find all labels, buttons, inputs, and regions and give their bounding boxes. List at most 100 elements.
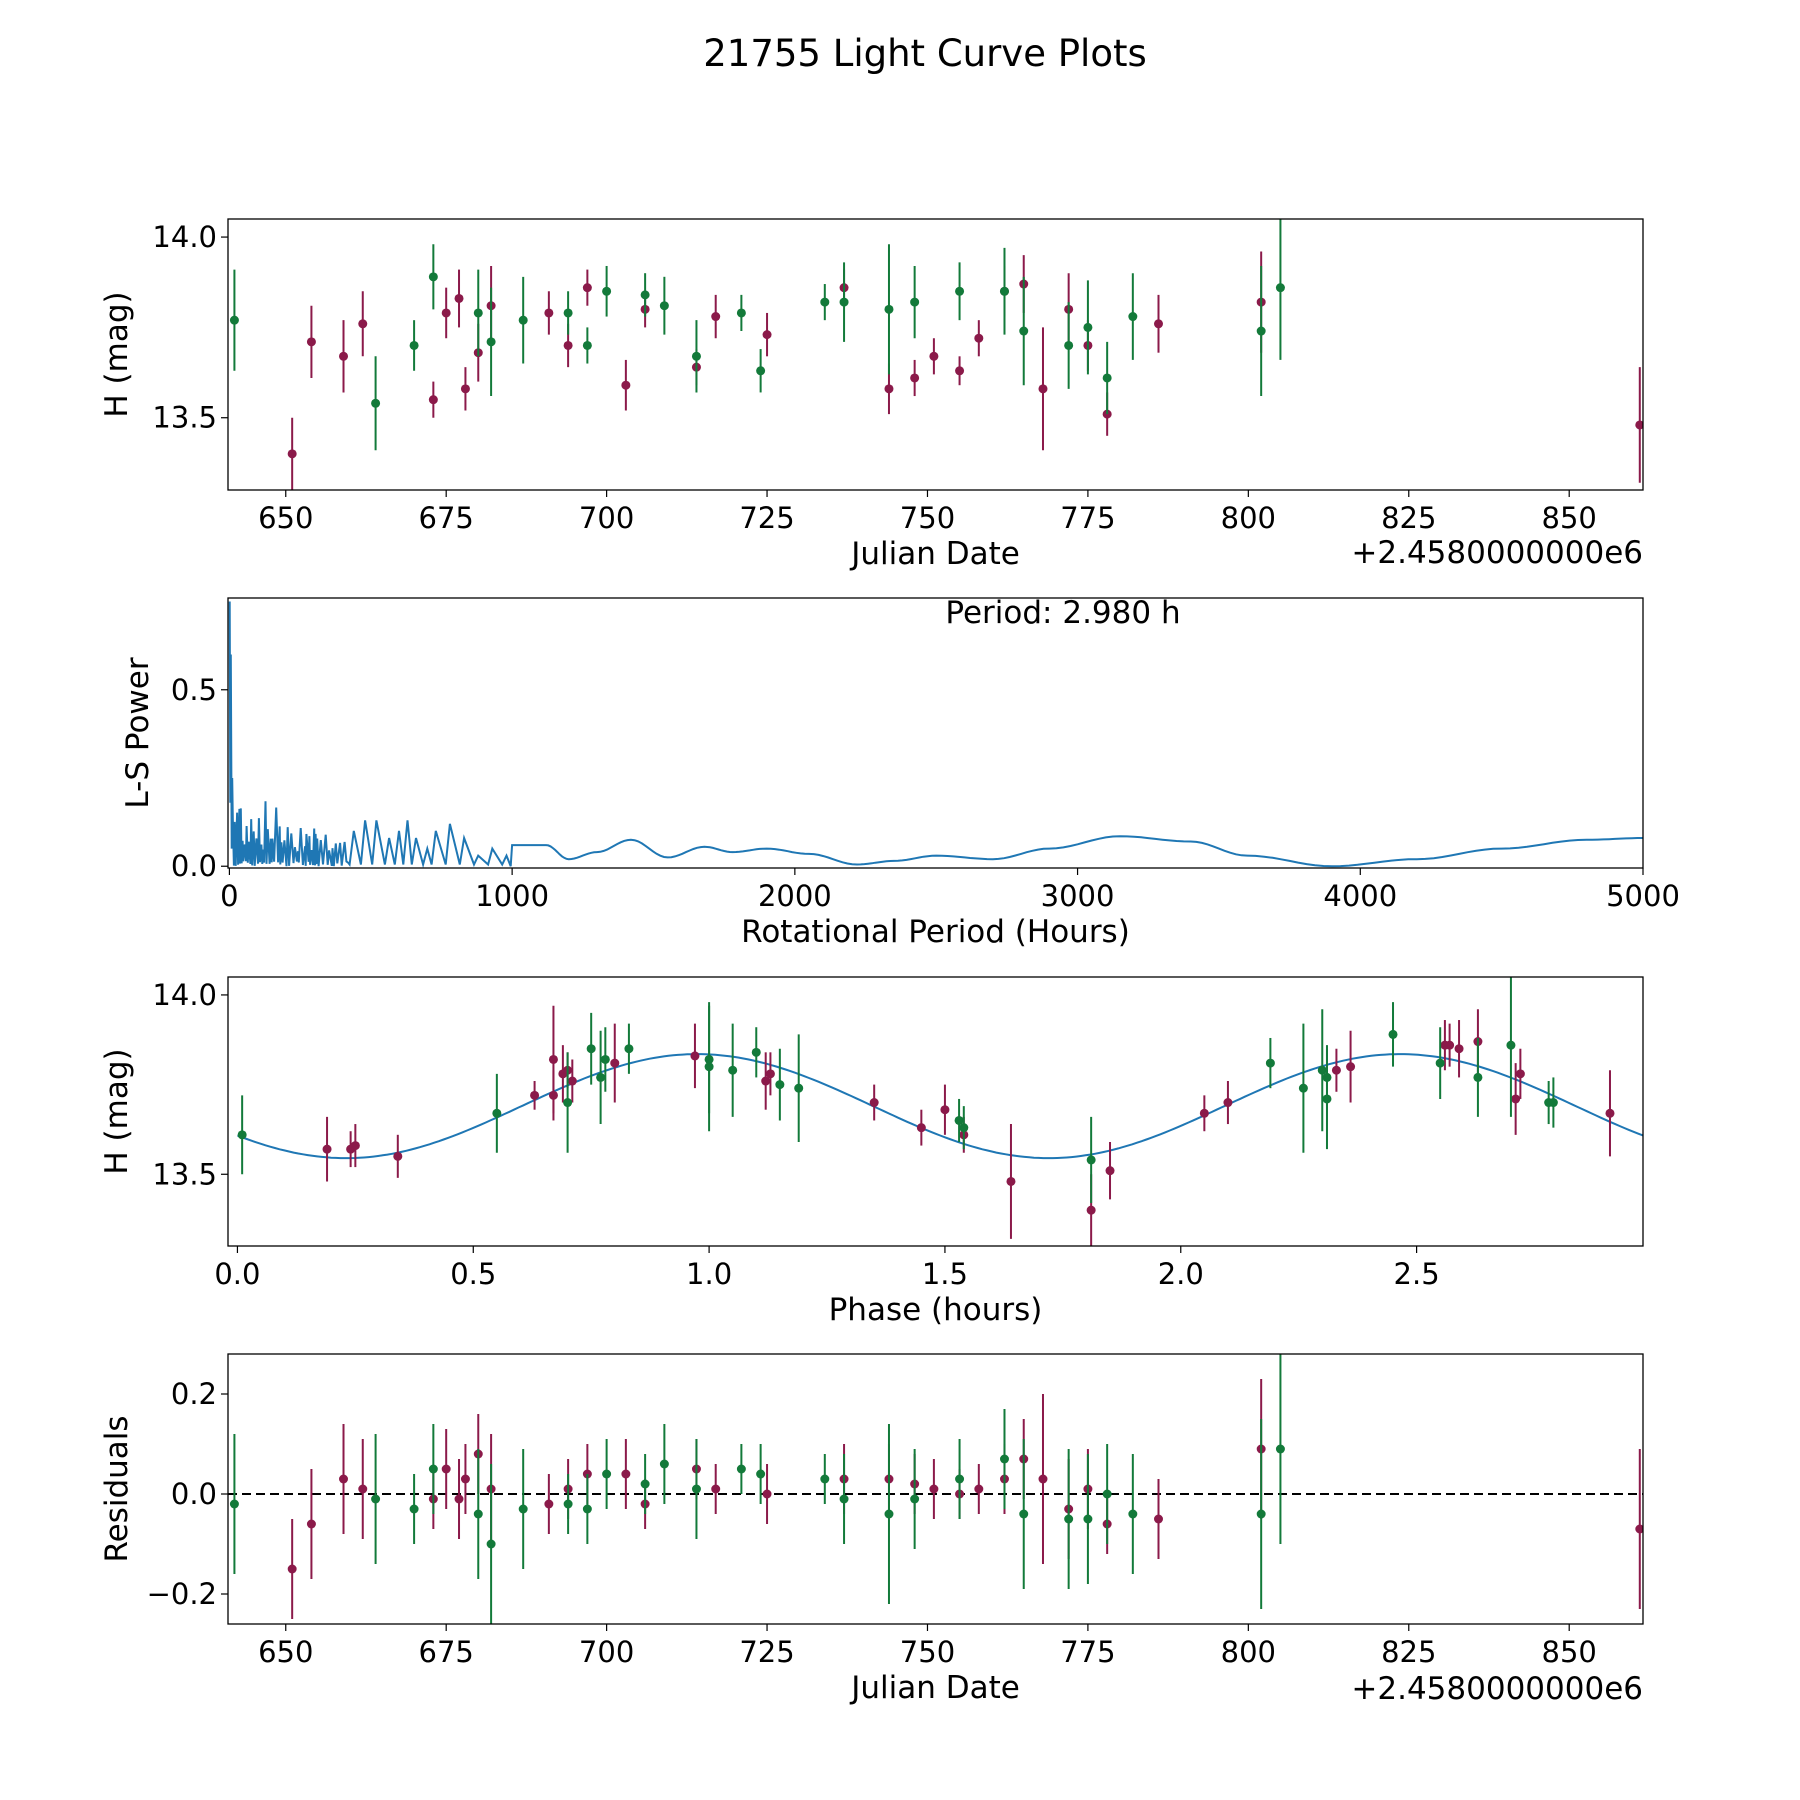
lightcurve-point-r — [563, 340, 573, 350]
lightcurve-point-g — [756, 366, 766, 376]
phased-point-r — [1454, 1044, 1464, 1054]
residuals-point-r — [454, 1494, 464, 1504]
residuals-ylabel: Residuals — [99, 1415, 135, 1562]
lightcurve-point-g — [486, 337, 496, 347]
phased-point-g — [1506, 1040, 1516, 1050]
phased-point-r — [322, 1144, 332, 1154]
lightcurve-point-g — [409, 340, 419, 350]
residuals-plot-area — [228, 1354, 1643, 1624]
lightcurve-point-g — [1064, 340, 1074, 350]
residuals-axes: 650 675 700 725 750 775 800 825 850 −0.2 0.0 0.2 Jul… — [99, 1353, 1644, 1706]
lightcurve-xtick-label: 700 — [579, 501, 634, 535]
residuals-point-r — [306, 1519, 316, 1529]
residuals-xtick-label: 775 — [1060, 1635, 1115, 1669]
residuals-point-g — [999, 1454, 1009, 1464]
lightcurve-point-r — [460, 384, 470, 394]
lightcurve-point-r — [582, 283, 592, 293]
residuals-point-g — [640, 1479, 650, 1489]
lightcurve-point-r — [1153, 319, 1163, 329]
phased-point-g — [586, 1044, 596, 1054]
lightcurve-xtick-label: 650 — [258, 501, 313, 535]
lightcurve-point-r — [287, 449, 297, 459]
residuals-xtick-label: 750 — [900, 1635, 955, 1669]
residuals-point-g — [371, 1494, 381, 1504]
lightcurve-ytick-label: 13.5 — [152, 401, 217, 435]
phased-point-g — [794, 1083, 804, 1093]
residuals-xtick-label: 800 — [1221, 1635, 1276, 1669]
periodogram-xtick-label: 2000 — [758, 879, 832, 913]
lightcurve-point-g — [910, 297, 920, 307]
lightcurve-point-g — [659, 301, 669, 311]
phased-xtick-label: 1.0 — [686, 1257, 732, 1291]
residuals-point-g — [884, 1509, 894, 1519]
lightcurve-point-g — [473, 308, 483, 318]
residuals-xtick-label: 650 — [258, 1635, 313, 1669]
phased-point-g — [704, 1062, 714, 1072]
phased-point-r — [690, 1051, 700, 1061]
lightcurve-point-r — [544, 308, 554, 318]
lightcurve-point-r — [454, 293, 464, 303]
residuals-point-r — [974, 1484, 984, 1494]
residuals-point-r — [544, 1499, 554, 1509]
phased-point-r — [393, 1151, 403, 1161]
lightcurve-point-g — [691, 351, 701, 361]
lightcurve-point-g — [839, 297, 849, 307]
phased-point-g — [624, 1044, 634, 1054]
phased-point-g — [563, 1098, 573, 1108]
residuals-ytick-label: 0.0 — [171, 1477, 217, 1511]
phased-ytick-label: 14.0 — [152, 978, 217, 1012]
phased-point-r — [1105, 1166, 1115, 1176]
residuals-point-g — [659, 1459, 669, 1469]
phased-point-g — [1548, 1098, 1558, 1108]
residuals-frame — [227, 1353, 1644, 1625]
phased-point-g — [1322, 1072, 1332, 1082]
phased-point-r — [1511, 1094, 1521, 1104]
residuals-xtick-label: 850 — [1542, 1635, 1597, 1669]
phased-point-g — [954, 1115, 964, 1125]
phased-point-g — [492, 1108, 502, 1118]
lightcurve-point-r — [1635, 420, 1643, 430]
lightcurve-ytick-label: 14.0 — [152, 220, 217, 254]
lightcurve-point-g — [229, 315, 239, 325]
residuals-point-g — [910, 1494, 920, 1504]
phased-xtick-label: 2.5 — [1394, 1257, 1440, 1291]
phased-point-r — [869, 1098, 879, 1108]
phased-point-r — [1445, 1040, 1455, 1050]
lightcurve-point-g — [999, 286, 1009, 296]
residuals-point-g — [736, 1464, 746, 1474]
periodogram-xtick-label: 5000 — [1606, 879, 1680, 913]
lightcurve-point-g — [428, 272, 438, 282]
residuals-offset-text: +2.4580000000e6 — [1351, 1671, 1643, 1707]
residuals-point-g — [563, 1499, 573, 1509]
residuals-point-g — [518, 1504, 528, 1514]
lightcurve-point-g — [884, 304, 894, 314]
phased-point-g — [1435, 1058, 1445, 1068]
phased-point-r — [350, 1141, 360, 1151]
residuals-point-r — [762, 1489, 772, 1499]
phased-point-r — [610, 1058, 620, 1068]
residuals-point-g — [955, 1474, 965, 1484]
lightcurve-point-g — [640, 290, 650, 300]
residuals-point-g — [582, 1504, 592, 1514]
lightcurve-point-r — [428, 395, 438, 405]
periodogram-xtick-label: 1000 — [475, 879, 549, 913]
lightcurve-plot-area — [229, 219, 1643, 490]
lightcurve-point-r — [306, 337, 316, 347]
periodogram-axes: 0 1000 2000 3000 4000 5000 0.0 0.5 Rotational Pe… — [120, 597, 1680, 950]
lightcurve-xlabel: Julian Date — [849, 536, 1020, 572]
lightcurve-xtick-label: 775 — [1060, 501, 1115, 535]
residuals-point-r — [287, 1564, 297, 1574]
lightcurve-point-g — [602, 286, 612, 296]
phased-point-g — [751, 1047, 761, 1057]
phased-frame — [227, 976, 1644, 1247]
phased-point-g — [1317, 1065, 1327, 1075]
lightcurve-xtick-label: 850 — [1542, 501, 1597, 535]
periodogram-ytick-label: 0.5 — [171, 673, 217, 707]
residuals-xtick-label: 725 — [739, 1635, 794, 1669]
lightcurve-point-r — [910, 373, 920, 383]
periodogram-annotation: Period: 2.980 h — [945, 595, 1180, 631]
residuals-point-r — [441, 1464, 451, 1474]
periodogram-ytick-label: 0.0 — [171, 849, 217, 883]
phased-point-r — [765, 1069, 775, 1079]
phased-point-r — [1223, 1098, 1233, 1108]
